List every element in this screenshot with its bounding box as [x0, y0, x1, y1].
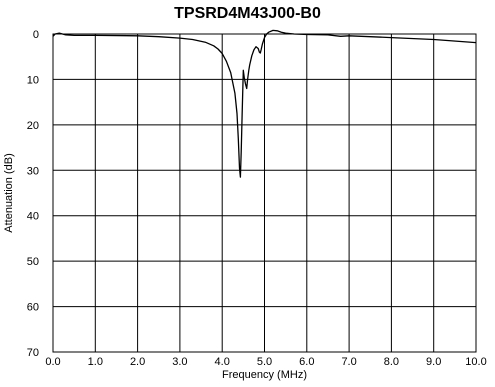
x-axis-ticks: 0.0 1.0 2.0 3.0 4.0 5.0 6.0 7.0 8.0 9.0 10.0 — [45, 356, 486, 368]
x-tick-label: 3.0 — [172, 356, 187, 368]
x-tick-label: 1.0 — [88, 356, 103, 368]
y-tick-label: 30 — [27, 165, 39, 177]
x-tick-label: 0.0 — [45, 356, 60, 368]
x-tick-label: 6.0 — [299, 356, 314, 368]
series-layer — [52, 29, 477, 178]
attenuation-curve — [52, 29, 477, 178]
x-tick-label: 5.0 — [257, 356, 272, 368]
y-tick-label: 10 — [27, 74, 39, 86]
y-tick-label: 70 — [27, 347, 39, 359]
y-tick-label: 20 — [27, 120, 39, 132]
x-tick-label: 10.0 — [465, 356, 486, 368]
x-tick-label: 7.0 — [341, 356, 356, 368]
x-tick-label: 8.0 — [384, 356, 399, 368]
plot-frame — [52, 33, 477, 353]
y-tick-label: 40 — [27, 211, 39, 223]
y-tick-label: 60 — [27, 302, 39, 314]
y-tick-label: 0 — [33, 29, 39, 41]
y-axis-ticks: 0 10 20 30 40 50 60 70 — [27, 29, 39, 359]
x-tick-label: 9.0 — [426, 356, 441, 368]
grid — [52, 33, 477, 353]
x-tick-label: 4.0 — [215, 356, 230, 368]
x-tick-label: 2.0 — [130, 356, 145, 368]
y-tick-label: 50 — [27, 256, 39, 268]
y-axis-label: Attenuation (dB) — [3, 153, 15, 233]
chart-title: TPSRD4M43J00-B0 — [174, 5, 321, 22]
x-axis-label: Frequency (MHz) — [222, 369, 307, 381]
